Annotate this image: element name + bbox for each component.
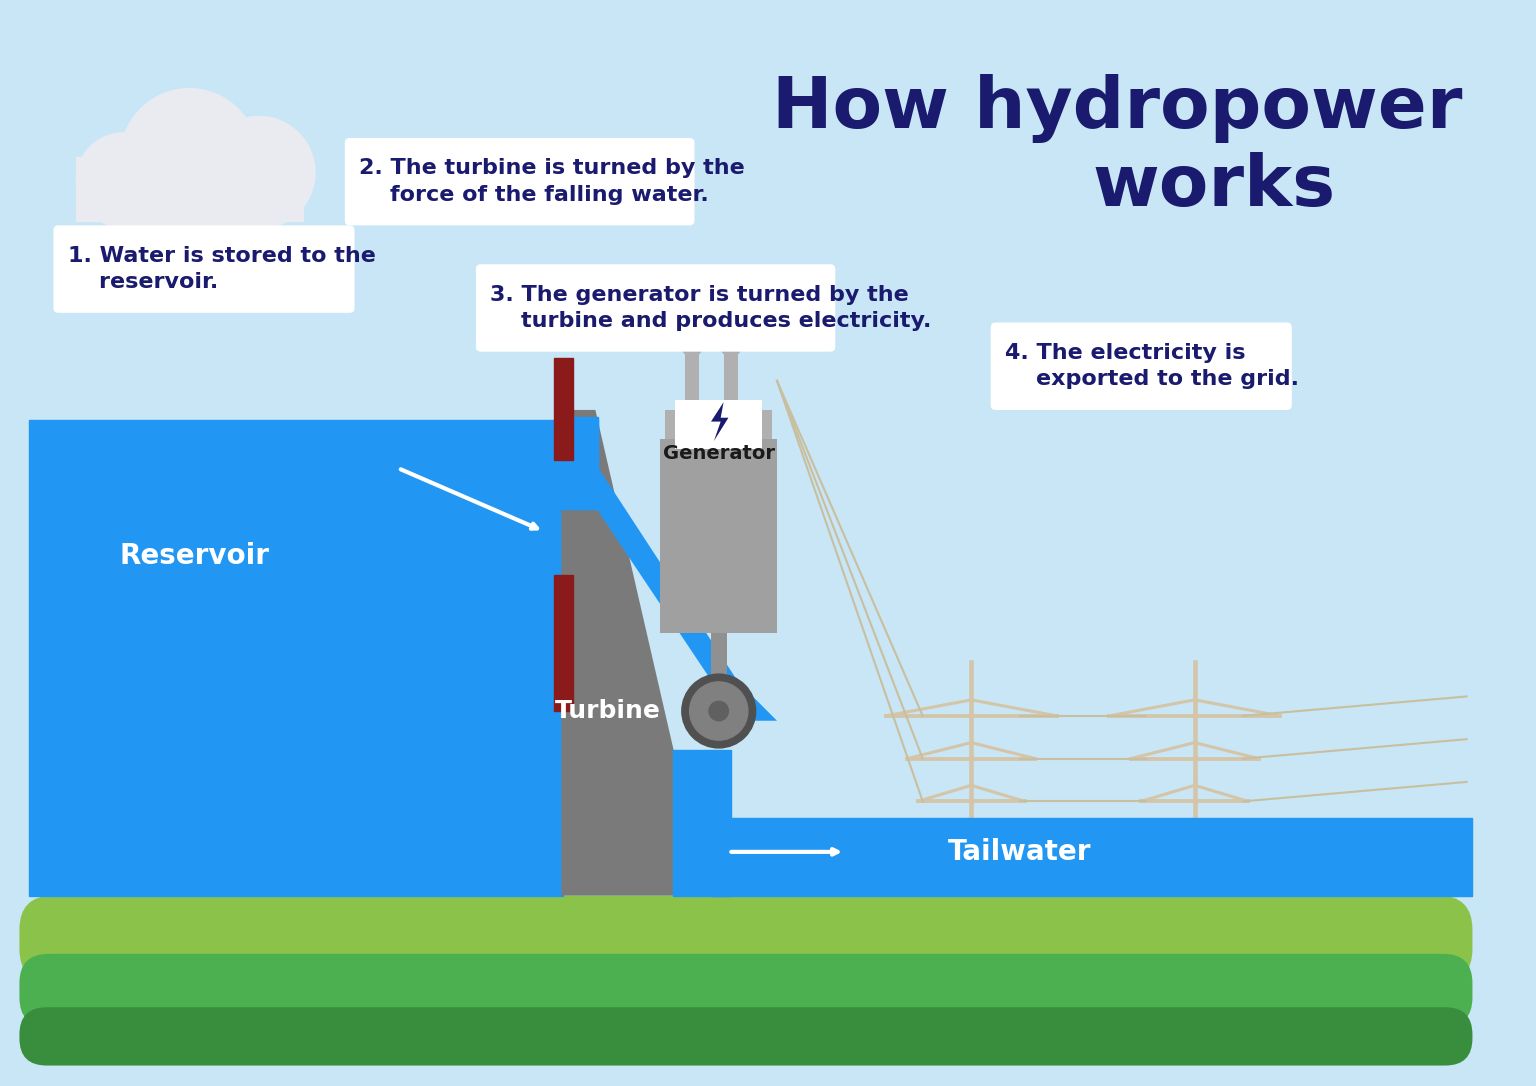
Bar (674, 401, 762, 449)
Bar (665, 409, 773, 439)
Circle shape (75, 132, 172, 228)
FancyBboxPatch shape (991, 323, 1292, 409)
Bar (723, 352, 739, 409)
Polygon shape (711, 402, 728, 441)
Text: 4. The electricity is
    exported to the grid.: 4. The electricity is exported to the gr… (1005, 343, 1299, 390)
Circle shape (682, 337, 702, 356)
Circle shape (120, 88, 260, 227)
Circle shape (682, 674, 756, 748)
Bar (75, 157, 303, 220)
Bar (561, 419, 599, 509)
Text: 2. The turbine is turned by the
    force of the falling water.: 2. The turbine is turned by the force of… (359, 159, 745, 205)
Text: Reservoir: Reservoir (120, 542, 269, 570)
Circle shape (722, 337, 740, 356)
Bar (561, 417, 599, 509)
Bar (685, 352, 699, 409)
Circle shape (203, 116, 316, 229)
Bar (673, 749, 731, 896)
Circle shape (710, 702, 728, 721)
FancyBboxPatch shape (476, 264, 836, 352)
Text: Generator: Generator (662, 444, 774, 463)
Polygon shape (561, 409, 707, 896)
Circle shape (175, 150, 266, 241)
FancyBboxPatch shape (20, 1008, 1473, 1065)
Polygon shape (561, 419, 777, 721)
FancyBboxPatch shape (344, 138, 694, 226)
Text: Turbine: Turbine (554, 699, 660, 723)
Text: How hydropower: How hydropower (771, 74, 1462, 143)
Bar (660, 439, 777, 633)
Bar (553, 576, 573, 711)
Bar (711, 633, 727, 711)
Bar (713, 818, 1473, 896)
FancyBboxPatch shape (54, 226, 355, 313)
Text: works: works (1092, 152, 1336, 222)
Text: 1. Water is stored to the
    reservoir.: 1. Water is stored to the reservoir. (68, 245, 376, 292)
FancyBboxPatch shape (20, 954, 1473, 1026)
Bar (553, 358, 573, 460)
Bar (29, 419, 564, 896)
Circle shape (690, 682, 748, 741)
Text: Tailwater: Tailwater (948, 838, 1092, 866)
Text: 3. The generator is turned by the
    turbine and produces electricity.: 3. The generator is turned by the turbin… (490, 285, 932, 331)
Circle shape (118, 152, 209, 243)
FancyBboxPatch shape (20, 896, 1473, 983)
Bar (777, 837, 1458, 896)
